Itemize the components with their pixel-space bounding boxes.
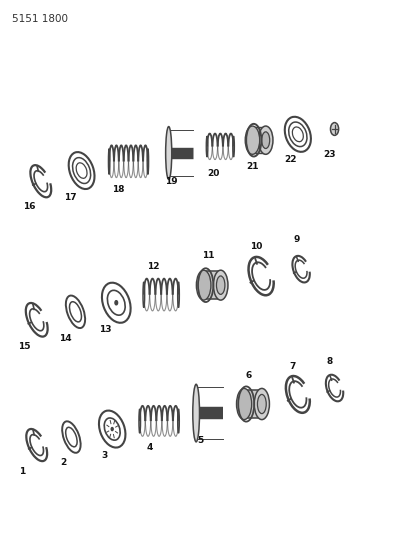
Text: 18: 18 xyxy=(112,185,124,193)
Text: 3: 3 xyxy=(101,451,107,460)
Text: 12: 12 xyxy=(147,262,159,271)
Text: 8: 8 xyxy=(326,357,333,366)
Ellipse shape xyxy=(166,126,172,179)
Text: 19: 19 xyxy=(165,177,177,185)
Ellipse shape xyxy=(254,389,269,419)
Text: 23: 23 xyxy=(324,150,336,159)
Bar xyxy=(253,127,266,153)
Ellipse shape xyxy=(257,394,266,414)
Text: 5151 1800: 5151 1800 xyxy=(12,14,68,24)
Ellipse shape xyxy=(237,389,252,419)
Text: 10: 10 xyxy=(250,243,262,251)
Ellipse shape xyxy=(111,427,113,431)
Ellipse shape xyxy=(245,126,260,155)
Text: 9: 9 xyxy=(293,236,299,244)
Text: 15: 15 xyxy=(18,342,31,351)
Ellipse shape xyxy=(217,276,225,294)
Text: 17: 17 xyxy=(64,193,76,201)
Text: 16: 16 xyxy=(23,203,35,211)
Text: 11: 11 xyxy=(202,252,214,260)
Bar xyxy=(204,271,221,299)
Bar xyxy=(244,390,262,418)
Ellipse shape xyxy=(258,126,273,155)
Ellipse shape xyxy=(196,270,211,300)
Text: 4: 4 xyxy=(147,443,153,452)
Text: 22: 22 xyxy=(284,156,297,164)
Text: 20: 20 xyxy=(207,169,219,177)
Text: 13: 13 xyxy=(99,325,111,334)
Ellipse shape xyxy=(262,132,270,149)
Ellipse shape xyxy=(193,384,200,442)
Text: 6: 6 xyxy=(246,372,252,380)
Ellipse shape xyxy=(330,123,339,135)
Text: 1: 1 xyxy=(19,467,26,476)
Ellipse shape xyxy=(115,301,118,305)
Text: 7: 7 xyxy=(290,362,296,371)
Text: 21: 21 xyxy=(246,162,258,171)
Text: 14: 14 xyxy=(59,334,71,343)
Text: 5: 5 xyxy=(197,436,204,445)
Text: 2: 2 xyxy=(60,458,67,467)
Ellipse shape xyxy=(213,270,228,300)
